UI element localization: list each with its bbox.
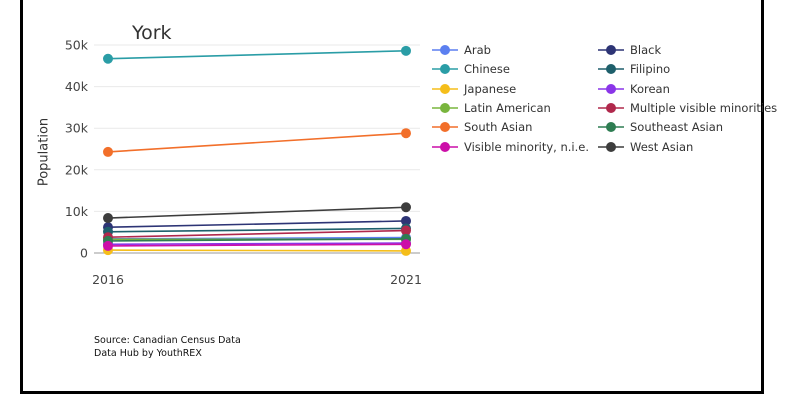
series-line [107, 238, 407, 242]
legend-marker-icon [432, 102, 458, 113]
legend-marker-icon [432, 141, 458, 152]
legend-item[interactable]: Arab [432, 40, 491, 60]
legend-item[interactable]: South Asian [432, 117, 532, 137]
legend-marker-icon [598, 83, 624, 94]
data-point [103, 146, 113, 157]
legend-label: Chinese [464, 62, 510, 77]
legend-label: Southeast Asian [630, 120, 724, 135]
series-line [107, 132, 407, 153]
legend-item[interactable]: Japanese [432, 79, 516, 99]
legend-label: Arab [464, 43, 491, 57]
data-point [401, 128, 411, 139]
data-point [401, 215, 411, 226]
legend-label: Visible minority, n.i.e. [464, 139, 590, 154]
legend-item[interactable]: Chinese [432, 59, 510, 79]
y-tick-label: 20k [65, 162, 89, 177]
chart-title: York [132, 22, 172, 44]
legend-label: West Asian [630, 139, 694, 154]
data-point [401, 225, 411, 236]
y-axis-label: Population [36, 117, 52, 187]
series-line [107, 220, 407, 229]
legend-marker-icon [598, 45, 624, 55]
legend-marker-icon [598, 122, 624, 133]
y-tick-label: 30k [65, 121, 89, 136]
legend-label: Korean [630, 81, 670, 96]
y-tick-label: 0 [80, 246, 88, 261]
data-point [401, 202, 411, 213]
data-point [401, 45, 411, 56]
series-line [107, 227, 407, 233]
source-line: Source: Canadian Census Data [94, 335, 241, 346]
series-line [107, 229, 407, 238]
legend-item[interactable]: Multiple visible minorities [598, 98, 777, 118]
legend-label: Latin American [464, 100, 551, 115]
legend-marker-icon [432, 83, 458, 94]
legend-marker-icon [432, 64, 458, 75]
series-line [107, 243, 407, 247]
chart-frame [20, 0, 764, 394]
legend-marker-icon [432, 45, 458, 55]
credit-line: Data Hub by YouthREX [94, 348, 202, 359]
legend-label: Filipino [630, 62, 671, 77]
legend-item[interactable]: Visible minority, n.i.e. [432, 137, 589, 157]
data-point [103, 240, 113, 251]
legend-label: Japanese [464, 81, 517, 96]
x-tick-label: 2021 [390, 272, 422, 287]
legend-item[interactable]: Filipino [598, 59, 670, 79]
series-line [107, 50, 407, 60]
y-tick-label: 50k [65, 38, 89, 53]
legend-label: Black [630, 43, 662, 57]
data-point [103, 213, 113, 224]
data-point [401, 239, 411, 250]
legend-item[interactable]: Southeast Asian [598, 117, 723, 137]
legend-item[interactable]: Korean [598, 79, 670, 99]
series-line [107, 206, 407, 219]
legend-marker-icon [598, 141, 624, 152]
source-note: Source: Canadian Census Data Data Hub by… [94, 334, 241, 360]
legend-item[interactable]: Latin American [432, 98, 551, 118]
legend-item[interactable]: West Asian [598, 137, 693, 157]
legend-marker-icon [432, 122, 458, 133]
legend-label: Multiple visible minorities [630, 100, 778, 115]
series-line [107, 249, 407, 252]
y-tick-label: 10k [65, 204, 89, 219]
data-point [103, 53, 113, 64]
legend-item[interactable]: Black [598, 40, 661, 60]
legend-marker-icon [598, 102, 624, 113]
x-tick-label: 2016 [92, 272, 124, 287]
series-line [107, 242, 407, 246]
legend-label: South Asian [464, 120, 533, 135]
legend-marker-icon [598, 64, 624, 75]
y-tick-label: 40k [65, 79, 89, 94]
